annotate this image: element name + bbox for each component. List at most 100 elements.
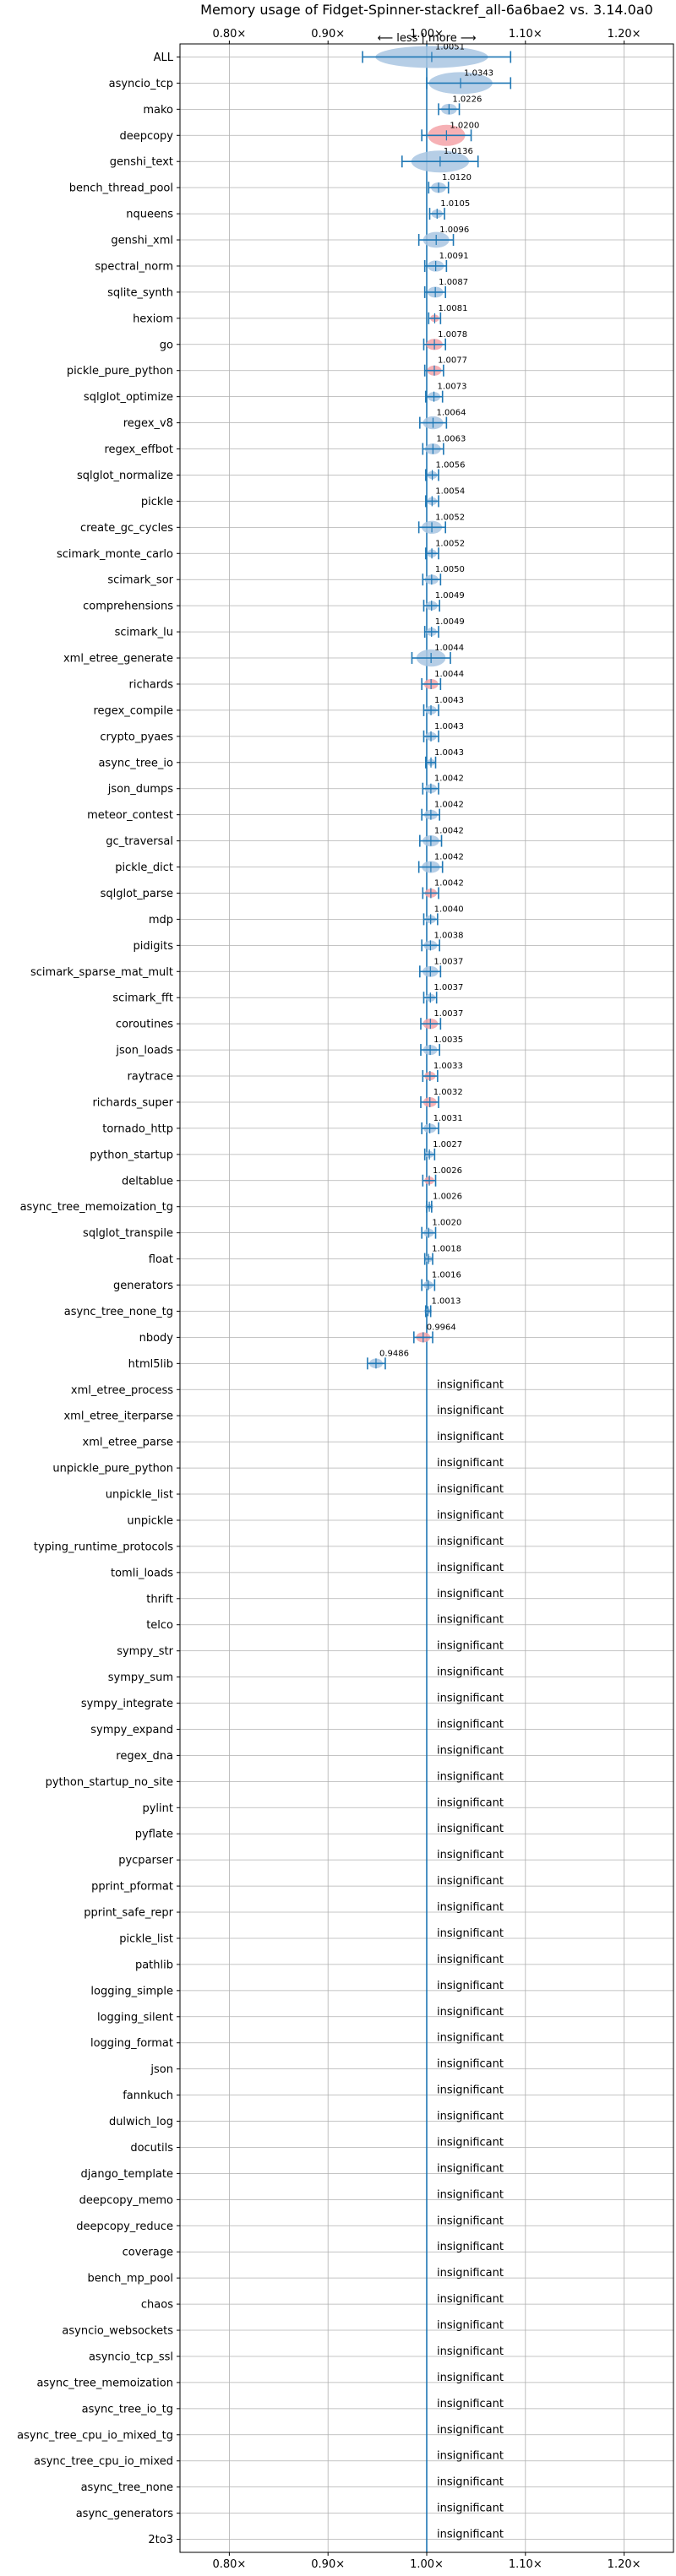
category-label: xml_etree_process <box>71 1384 173 1397</box>
category-label: mdp <box>149 914 173 927</box>
category-label: comprehensions <box>83 601 173 613</box>
insignificant-label: insignificant <box>437 1980 504 1992</box>
category-label: sqlglot_optimize <box>84 391 173 404</box>
category-label: async_tree_memoization_tg <box>20 1201 173 1214</box>
category-label: regex_effbot <box>104 443 173 456</box>
insignificant-label: insignificant <box>437 1796 504 1809</box>
insignificant-label: insignificant <box>437 2162 504 2175</box>
value-label: 1.0052 <box>435 513 465 522</box>
category-label: xml_etree_parse <box>83 1437 173 1449</box>
value-label: 1.0096 <box>439 226 469 235</box>
category-label: unpickle <box>127 1514 173 1527</box>
insignificant-label: insignificant <box>437 2267 504 2280</box>
category-label: pycparser <box>118 1855 173 1867</box>
category-label: async_tree_none_tg <box>64 1306 173 1318</box>
category-label: deepcopy_reduce <box>76 2220 173 2233</box>
category-label: fannkuch <box>123 2090 173 2102</box>
category-label: pprint_pformat <box>91 1881 173 1894</box>
category-label: create_gc_cycles <box>80 522 173 535</box>
value-label: 1.0042 <box>434 827 464 836</box>
value-label: 1.0026 <box>433 1193 462 1202</box>
insignificant-label: insignificant <box>437 1588 504 1600</box>
insignificant-label: insignificant <box>437 2032 504 2045</box>
category-label: typing_runtime_protocols <box>34 1541 173 1553</box>
value-label: 1.0077 <box>438 356 467 366</box>
category-label: async_tree_cpu_io_mixed_tg <box>17 2429 173 2442</box>
direction-label: ⟵ less | more ⟶ <box>377 32 476 45</box>
value-label: 1.0064 <box>436 409 466 418</box>
x-tick-label-bottom: 0.80× <box>212 2558 246 2571</box>
category-label: pickle_list <box>119 1932 173 1945</box>
category-label: json <box>150 2063 173 2076</box>
category-label: hexiom <box>133 312 173 325</box>
category-label: tornado_http <box>102 1122 173 1135</box>
category-label: async_generators <box>76 2508 174 2520</box>
insignificant-label: insignificant <box>437 2450 504 2463</box>
value-label: 1.0343 <box>464 68 493 78</box>
x-tick-label-bottom: 1.00× <box>410 2558 444 2571</box>
insignificant-label: insignificant <box>437 1823 504 1835</box>
category-label: 2to3 <box>148 2534 173 2546</box>
value-label: 1.0037 <box>433 1009 463 1019</box>
value-label: 1.0044 <box>434 644 464 653</box>
category-label: meteor_contest <box>87 809 173 822</box>
category-label: logging_silent <box>97 2011 173 2024</box>
category-label: scimark_monte_carlo <box>57 548 173 561</box>
category-label: async_tree_memoization <box>36 2377 173 2389</box>
category-label: regex_dna <box>116 1750 173 1763</box>
category-label: json_dumps <box>107 783 173 796</box>
insignificant-label: insignificant <box>437 1535 504 1548</box>
insignificant-label: insignificant <box>437 2241 504 2253</box>
value-label: 1.0033 <box>433 1062 463 1071</box>
x-tick-label-top: 1.00× <box>410 28 444 41</box>
category-label: async_tree_io_tg <box>82 2403 173 2416</box>
category-label: logging_simple <box>90 1985 173 1997</box>
category-label: pathlib <box>135 1959 173 1971</box>
category-label: bench_mp_pool <box>87 2273 173 2285</box>
category-label: logging_format <box>90 2037 173 2050</box>
category-label: pylint <box>142 1802 173 1815</box>
category-label: sympy_str <box>117 1645 173 1658</box>
category-label: sympy_integrate <box>81 1698 173 1710</box>
value-label: 1.0018 <box>432 1245 461 1254</box>
category-label: tomli_loads <box>111 1567 173 1579</box>
category-label: xml_etree_generate <box>63 653 173 666</box>
value-label: 1.0032 <box>433 1088 463 1097</box>
insignificant-label: insignificant <box>437 2084 504 2097</box>
insignificant-label: insignificant <box>437 2215 504 2227</box>
category-label: genshi_text <box>110 156 173 169</box>
insignificant-label: insignificant <box>437 1693 504 1705</box>
insignificant-label: insignificant <box>437 2503 504 2515</box>
insignificant-label: insignificant <box>437 2136 504 2149</box>
x-tick-label-bottom: 1.10× <box>509 2558 542 2571</box>
value-label: 0.9486 <box>379 1349 409 1358</box>
value-label: 1.0081 <box>438 304 467 313</box>
category-label: xml_etree_iterparse <box>63 1410 173 1423</box>
insignificant-label: insignificant <box>437 1562 504 1574</box>
category-label: mako <box>143 104 173 117</box>
insignificant-label: insignificant <box>437 1378 504 1391</box>
category-label: crypto_pyaes <box>100 731 173 743</box>
category-label: chaos <box>141 2299 173 2312</box>
category-label: pickle_dict <box>115 861 173 874</box>
insignificant-label: insignificant <box>437 1744 504 1757</box>
category-label: thrift <box>146 1593 173 1606</box>
value-label: 1.0043 <box>434 696 464 705</box>
category-label: docutils <box>130 2142 173 2155</box>
plot-frame <box>179 43 674 2553</box>
insignificant-label: insignificant <box>437 2372 504 2384</box>
value-label: 1.0027 <box>433 1140 462 1149</box>
insignificant-label: insignificant <box>437 1666 504 1679</box>
value-label: 1.0035 <box>433 1035 463 1045</box>
category-label: sqlglot_normalize <box>77 470 173 482</box>
insignificant-label: insignificant <box>437 1431 504 1443</box>
category-label: deepcopy_memo <box>79 2194 173 2207</box>
value-label: 1.0013 <box>432 1296 461 1306</box>
value-label: 1.0016 <box>432 1271 461 1280</box>
category-label: telco <box>146 1619 173 1632</box>
x-tick-label-bottom: 1.20× <box>608 2558 641 2571</box>
insignificant-label: insignificant <box>437 2345 504 2358</box>
value-label: 1.0037 <box>433 983 463 992</box>
